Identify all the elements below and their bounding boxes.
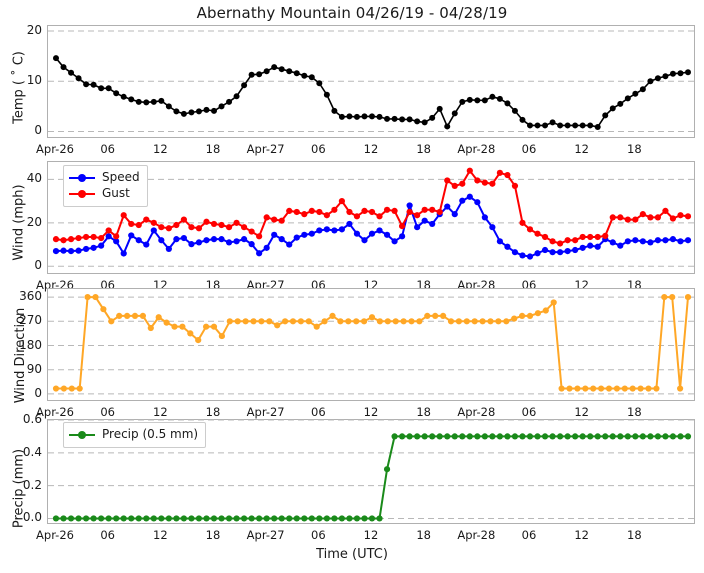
panel-temp-xtick: 12 <box>574 142 589 156</box>
legend-item-precip[interactable]: Precip (0.5 mm) <box>69 427 198 443</box>
panel-temp-xtick: 18 <box>627 142 642 156</box>
panel-wind-plot <box>47 161 696 274</box>
panel-temp-xtick: Apr-26 <box>36 142 74 156</box>
panel-direction-ylabel: Wind Direction <box>13 307 28 404</box>
panel-precip-ytick: 0.2 <box>22 477 42 492</box>
panel-wind-series <box>48 167 696 267</box>
panel-direction-xtick: Apr-28 <box>457 405 496 419</box>
panel-precip-xtick: Apr-28 <box>457 528 496 542</box>
panel-precip-ytick: 0.0 <box>22 510 42 525</box>
legend-label-speed: Speed <box>102 170 140 185</box>
panel-direction-xtick: 12 <box>153 405 168 419</box>
panel-precip-xtick: 06 <box>521 528 537 542</box>
panel-direction-xtick: 06 <box>100 405 115 419</box>
panel-temp-ytick: 0 <box>34 123 42 138</box>
panel-direction-plot <box>47 288 696 401</box>
panel-precip-xtick: 18 <box>205 528 221 542</box>
gust-line-icon <box>69 188 95 200</box>
panel-precip-xtick: 12 <box>574 528 589 542</box>
panel-precip-xtick: 18 <box>416 528 431 542</box>
panel-direction-xtick: Apr-26 <box>36 405 74 419</box>
speed-line-icon <box>69 172 95 184</box>
panel-direction-ytick: 90 <box>26 361 42 376</box>
panel-precip-xtick: 12 <box>153 528 168 542</box>
panel-temp-xtick: 06 <box>100 142 115 156</box>
panel-direction-xtick: 18 <box>205 405 221 419</box>
panel-precip-ytick: 0.6 <box>22 412 42 426</box>
panel-precip-series <box>48 419 696 522</box>
panel-temp-xtick: Apr-28 <box>457 142 496 156</box>
panel-precip-xtick: 18 <box>627 528 642 542</box>
panel-temp-ytick: 10 <box>26 73 42 88</box>
panel-temp-xtick: 18 <box>205 142 221 156</box>
panel-temp-xtick: 12 <box>363 142 379 156</box>
panel-temp-plot <box>47 25 696 138</box>
panel-precip: Precip (mm) 0.0 0.2 0.4 0.6 Apr-26 06 12 18 Apr… <box>0 409 704 573</box>
panel-direction-xtick: 18 <box>627 405 642 419</box>
legend-item-gust[interactable]: Gust <box>69 186 140 202</box>
page-title: Abernathy Mountain 04/26/19 - 04/28/19 <box>196 4 508 22</box>
panel-direction: Wind Direction 0 90 180 270 360 Apr-26 06 12 18… <box>0 276 704 419</box>
panel-direction-ytick: 270 <box>19 313 42 328</box>
panel-temp-xtick: Apr-27 <box>246 142 285 156</box>
precip-legend[interactable]: Precip (0.5 mm) <box>63 422 207 448</box>
panel-precip-xtick: 06 <box>100 528 115 542</box>
panel-precip-ytick: 0.4 <box>22 444 42 459</box>
panel-temp: Temp ( ˚ C) 0 10 20 Apr-26 06 12 18 Apr-27 06 12… <box>0 0 704 156</box>
x-axis-label: Time (UTC) <box>316 547 388 562</box>
panel-direction-xtick: 18 <box>416 405 431 419</box>
panel-wind: Wind (mph) 0 20 40 Apr-26 06 12 18 Apr-27 06 12 1… <box>0 143 704 292</box>
panel-temp-xtick: 18 <box>416 142 431 156</box>
panel-temp-xtick: 06 <box>521 142 537 156</box>
panel-precip-xtick: 12 <box>363 528 379 542</box>
precip-line-icon <box>69 429 95 441</box>
panel-precip-xtick: Apr-26 <box>36 528 74 542</box>
panel-direction-xtick: 12 <box>574 405 589 419</box>
panel-precip-xtick: 06 <box>311 528 326 542</box>
panel-direction-xtick: 12 <box>363 405 379 419</box>
panel-direction-xtick: Apr-27 <box>246 405 285 419</box>
panel-wind-ytick: 0 <box>34 258 42 273</box>
panel-direction-ytick: 0 <box>34 385 42 400</box>
legend-item-speed[interactable]: Speed <box>69 170 140 186</box>
panel-direction-ytick: 360 <box>19 289 42 304</box>
panel-wind-ytick: 20 <box>26 214 42 229</box>
panel-temp-series <box>48 30 696 132</box>
panel-wind-ytick: 40 <box>26 171 42 186</box>
panel-direction-xtick: 06 <box>311 405 326 419</box>
panel-temp-xtick: 06 <box>311 142 326 156</box>
panel-temp-xtick: 12 <box>153 142 168 156</box>
wind-legend[interactable]: Speed Gust <box>63 165 148 207</box>
panel-direction-xtick: 06 <box>521 405 537 419</box>
legend-label-precip: Precip (0.5 mm) <box>102 427 199 442</box>
panel-precip-xtick: Apr-27 <box>246 528 285 542</box>
legend-label-gust: Gust <box>102 186 130 201</box>
panel-direction-series <box>48 293 696 395</box>
panel-direction-ytick: 180 <box>19 337 42 352</box>
panel-temp-ytick: 20 <box>26 23 42 38</box>
